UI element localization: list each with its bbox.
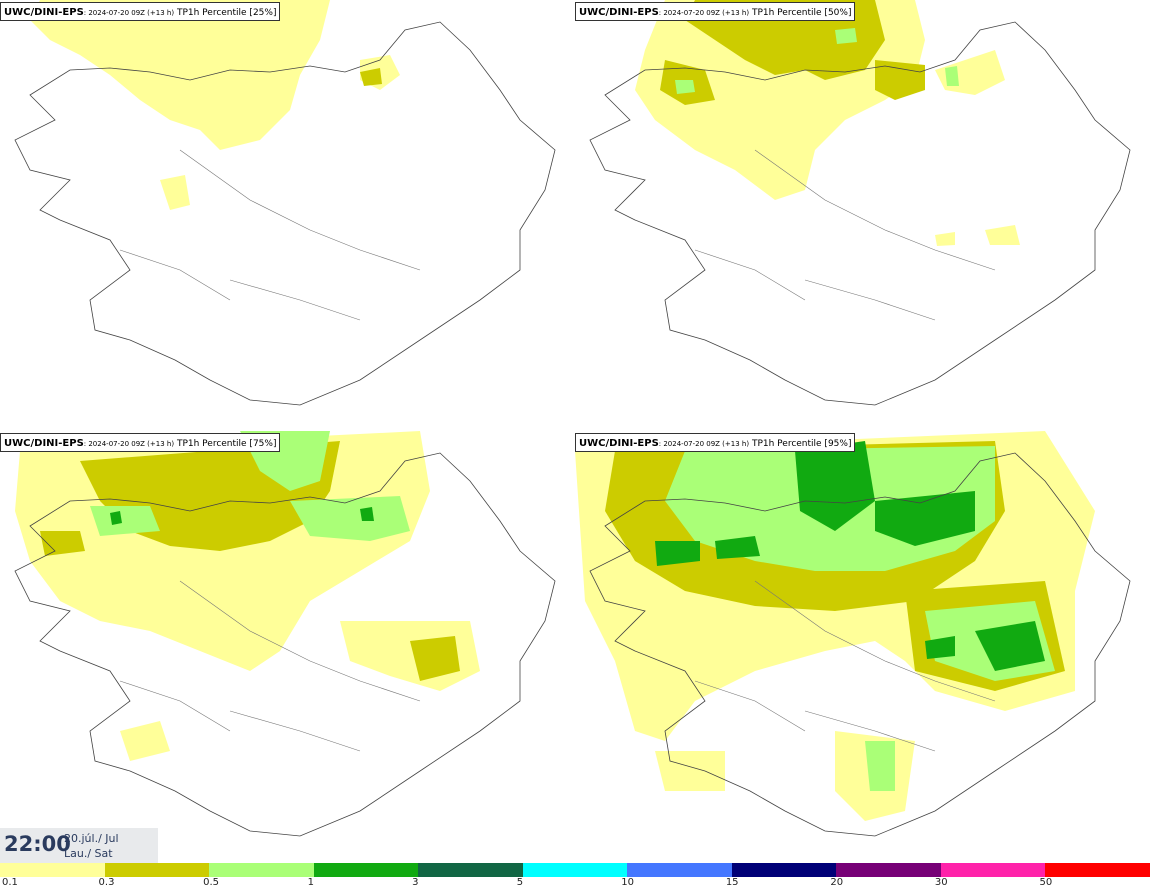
map-panel-p75: UWC/DINI-EPS: 2024-07-20 09Z (+13 h) TP1… <box>0 431 575 859</box>
field-name: TP1h Percentile [75%] <box>174 439 277 449</box>
colorbar-segment <box>418 863 523 877</box>
iceland-map-p95 <box>575 431 1131 837</box>
colorbar-ticks: 0.1 0.3 0.5 1 3 5 10 15 20 30 50 <box>0 877 1150 891</box>
colorbar-tick-label: 3 <box>412 877 419 888</box>
model-name: UWC/DINI-EPS <box>4 438 84 449</box>
panel-title: UWC/DINI-EPS: 2024-07-20 09Z (+13 h) TP1… <box>575 2 856 21</box>
colorbar-tick-label: 0.1 <box>2 877 18 888</box>
run-time: : 2024-07-20 09Z (+13 h) <box>83 440 175 448</box>
colorbar-segment <box>836 863 941 877</box>
date-line-2: Lau./ Sat <box>64 847 113 860</box>
field-name: TP1h Percentile [95%] <box>749 439 852 449</box>
model-name: UWC/DINI-EPS <box>579 438 659 449</box>
colorbar-segment <box>1045 863 1150 877</box>
colorbar-segment <box>522 863 628 877</box>
run-time: : 2024-07-20 09Z (+13 h) <box>658 440 750 448</box>
valid-date: 20.júl./ Jul Lau./ Sat <box>64 831 119 861</box>
iceland-map-p50 <box>589 0 1131 406</box>
colorbar-segment <box>940 863 1046 877</box>
colorbar-segment <box>313 863 419 877</box>
panel-title: UWC/DINI-EPS: 2024-07-20 09Z (+13 h) TP1… <box>0 2 281 21</box>
field-name: TP1h Percentile [50%] <box>749 8 852 18</box>
colorbar-segment <box>0 863 105 877</box>
colorbar-segment <box>104 863 210 877</box>
colorbar-tick-label: 50 <box>1039 877 1053 888</box>
run-time: : 2024-07-20 09Z (+13 h) <box>83 9 175 17</box>
precipitation-colorbar <box>0 863 1150 877</box>
run-time: : 2024-07-20 09Z (+13 h) <box>658 9 750 17</box>
iceland-map-p75 <box>14 431 556 837</box>
valid-time: 22:00 <box>4 832 71 856</box>
colorbar-tick-label: 10 <box>621 877 634 888</box>
model-name: UWC/DINI-EPS <box>4 7 84 18</box>
colorbar-tick-label: 0.5 <box>203 877 219 888</box>
map-panel-p95: UWC/DINI-EPS: 2024-07-20 09Z (+13 h) TP1… <box>575 431 1150 859</box>
colorbar-tick-label: 15 <box>725 877 739 888</box>
valid-time-box: 22:00 20.júl./ Jul Lau./ Sat <box>0 828 158 864</box>
colorbar-tick-label: 0.3 <box>98 877 115 888</box>
colorbar-segment <box>209 863 314 877</box>
colorbar-segment <box>627 863 732 877</box>
colorbar-tick-label: 20 <box>830 877 844 888</box>
map-panel-p50: UWC/DINI-EPS: 2024-07-20 09Z (+13 h) TP1… <box>575 0 1150 428</box>
field-name: TP1h Percentile [25%] <box>174 8 277 18</box>
colorbar-tick-label: 30 <box>934 877 948 888</box>
colorbar-tick-label: 5 <box>516 877 524 888</box>
colorbar-segment <box>731 863 837 877</box>
panel-title: UWC/DINI-EPS: 2024-07-20 09Z (+13 h) TP1… <box>0 433 281 452</box>
iceland-map-p25 <box>14 0 556 406</box>
panel-title: UWC/DINI-EPS: 2024-07-20 09Z (+13 h) TP1… <box>575 433 856 452</box>
map-panel-p25: UWC/DINI-EPS: 2024-07-20 09Z (+13 h) TP1… <box>0 0 575 428</box>
colorbar-tick-label: 1 <box>307 877 314 888</box>
date-line-1: 20.júl./ Jul <box>64 832 119 845</box>
model-name: UWC/DINI-EPS <box>579 7 659 18</box>
